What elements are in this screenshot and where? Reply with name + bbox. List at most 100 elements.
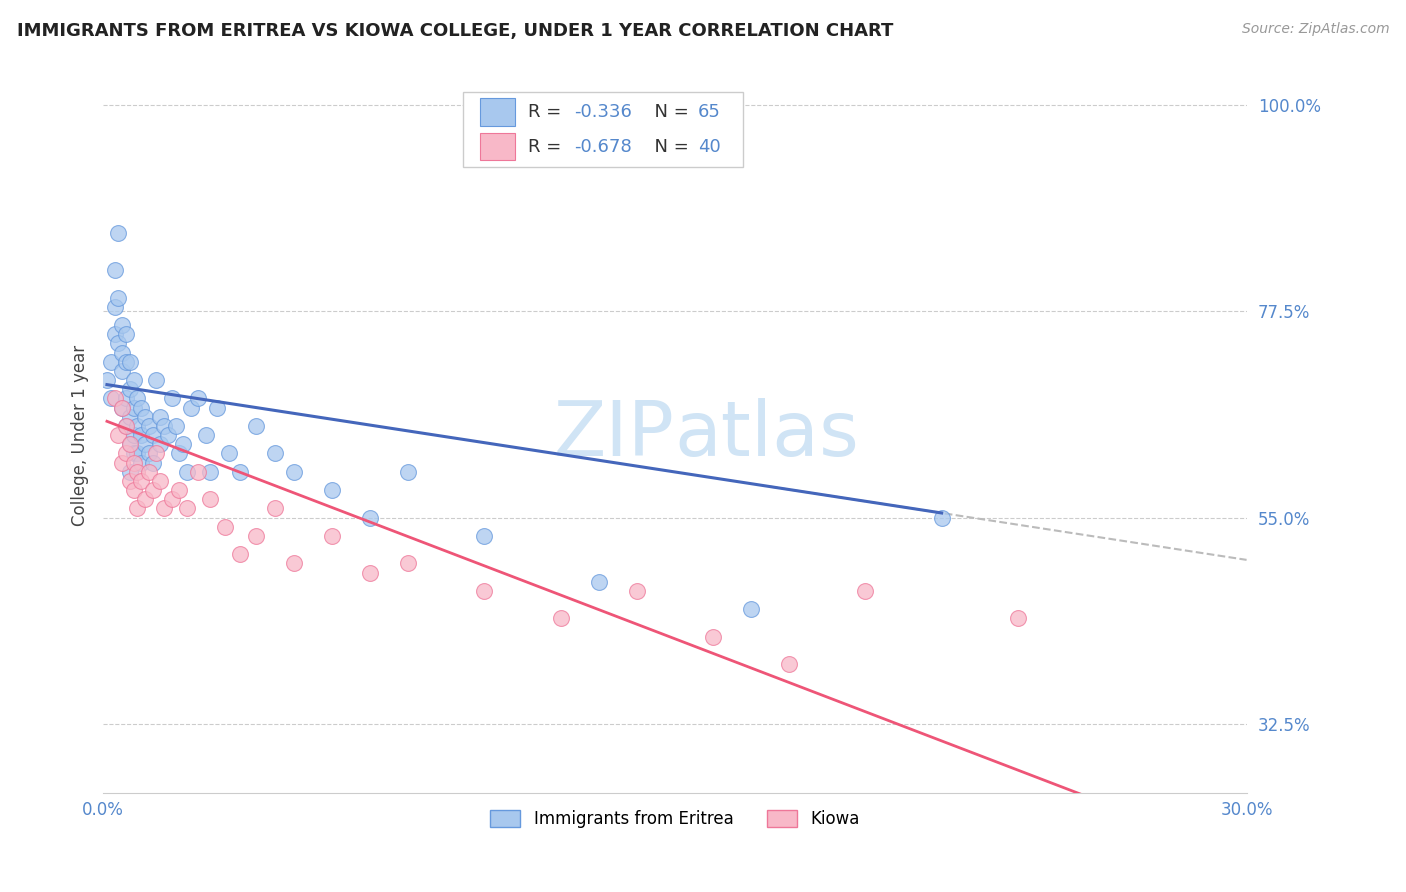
Point <box>156 428 179 442</box>
Point <box>96 373 118 387</box>
Point <box>176 465 198 479</box>
Point <box>134 437 156 451</box>
Point <box>107 227 129 241</box>
Point <box>118 437 141 451</box>
Point <box>118 465 141 479</box>
Point <box>142 483 165 497</box>
Point <box>153 418 176 433</box>
Point <box>283 465 305 479</box>
Point <box>138 446 160 460</box>
Point <box>118 409 141 424</box>
Point <box>138 418 160 433</box>
Point <box>107 428 129 442</box>
Point <box>855 583 877 598</box>
Legend: Immigrants from Eritrea, Kiowa: Immigrants from Eritrea, Kiowa <box>484 803 866 834</box>
Point <box>115 392 138 406</box>
Point <box>127 501 149 516</box>
Point <box>122 428 145 442</box>
Point <box>321 529 343 543</box>
Point <box>111 345 134 359</box>
Point <box>198 492 221 507</box>
Point <box>149 409 172 424</box>
Point <box>396 557 419 571</box>
Point <box>263 501 285 516</box>
Point <box>118 382 141 396</box>
Point <box>122 401 145 415</box>
Point <box>626 583 648 598</box>
Point <box>149 474 172 488</box>
Point <box>111 364 134 378</box>
Point <box>180 401 202 415</box>
Text: IMMIGRANTS FROM ERITREA VS KIOWA COLLEGE, UNDER 1 YEAR CORRELATION CHART: IMMIGRANTS FROM ERITREA VS KIOWA COLLEGE… <box>17 22 893 40</box>
Text: 65: 65 <box>697 103 721 121</box>
Point <box>187 392 209 406</box>
Point <box>198 465 221 479</box>
Point <box>103 263 125 277</box>
Point <box>229 465 252 479</box>
Point <box>127 446 149 460</box>
Text: R =: R = <box>529 137 568 155</box>
Point <box>1121 795 1143 809</box>
Point <box>107 291 129 305</box>
Point <box>321 483 343 497</box>
Point <box>160 492 183 507</box>
Point <box>122 483 145 497</box>
Point <box>165 418 187 433</box>
Point <box>245 529 267 543</box>
Point <box>129 456 152 470</box>
Point <box>195 428 218 442</box>
Point <box>127 418 149 433</box>
Point <box>129 428 152 442</box>
Point <box>214 520 236 534</box>
Point <box>122 373 145 387</box>
Point <box>127 465 149 479</box>
Point <box>134 409 156 424</box>
Point <box>111 401 134 415</box>
Text: Source: ZipAtlas.com: Source: ZipAtlas.com <box>1241 22 1389 37</box>
Point <box>472 529 495 543</box>
Point <box>149 437 172 451</box>
Point <box>176 501 198 516</box>
Point <box>472 583 495 598</box>
Point <box>138 465 160 479</box>
Point <box>111 401 134 415</box>
Point <box>122 446 145 460</box>
Point <box>142 428 165 442</box>
Point <box>142 456 165 470</box>
Text: N =: N = <box>643 103 695 121</box>
Point <box>118 354 141 368</box>
Text: -0.678: -0.678 <box>574 137 631 155</box>
Point <box>103 327 125 342</box>
Bar <box>481 133 515 161</box>
Point <box>145 446 167 460</box>
Point <box>169 483 191 497</box>
Point <box>550 611 572 625</box>
Point <box>129 401 152 415</box>
Point <box>778 657 800 672</box>
Point <box>100 392 122 406</box>
Point <box>931 510 953 524</box>
Text: 40: 40 <box>697 137 720 155</box>
Text: R =: R = <box>529 103 568 121</box>
Point <box>115 418 138 433</box>
Point <box>1007 611 1029 625</box>
Point <box>160 392 183 406</box>
Point <box>129 474 152 488</box>
Point <box>134 492 156 507</box>
Point <box>359 510 381 524</box>
Point <box>118 474 141 488</box>
Point <box>263 446 285 460</box>
Point <box>127 392 149 406</box>
Point <box>111 456 134 470</box>
Point <box>100 354 122 368</box>
Point <box>359 566 381 580</box>
Bar <box>464 92 744 167</box>
Bar <box>481 98 515 126</box>
Point <box>122 456 145 470</box>
Point <box>107 336 129 351</box>
Point <box>118 437 141 451</box>
Point <box>187 465 209 479</box>
Point <box>103 300 125 314</box>
Point <box>218 446 240 460</box>
Point <box>169 446 191 460</box>
